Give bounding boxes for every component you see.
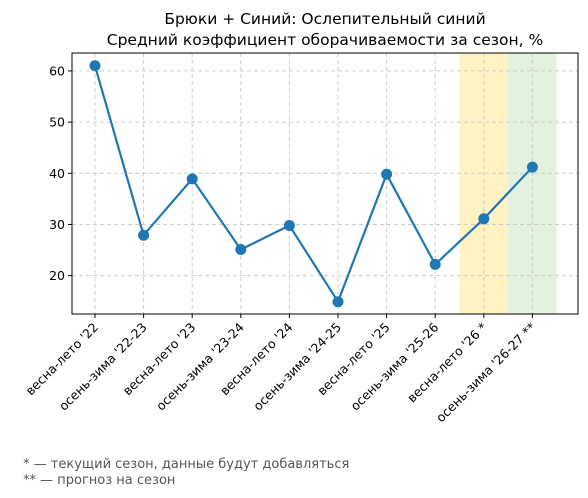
y-tick-label-0: 20: [49, 268, 65, 283]
data-point-5: [333, 296, 344, 307]
y-tick-label-3: 50: [49, 115, 65, 130]
data-point-1: [138, 230, 149, 241]
data-point-9: [527, 162, 538, 173]
chart-title: Брюки + Синий: Ослепительный синий: [164, 10, 485, 28]
x-tick-label-3: осень-зима '23-24: [153, 319, 247, 413]
y-tick-label-2: 40: [49, 166, 65, 181]
highlight-bands: [460, 53, 557, 314]
x-tick-label-7: осень-зима '25-26: [347, 319, 441, 413]
y-tick-label-1: 30: [49, 217, 65, 232]
data-point-3: [235, 244, 246, 255]
data-point-8: [478, 213, 489, 224]
data-point-2: [187, 173, 198, 184]
x-tick-label-5: осень-зима '24-25: [250, 320, 344, 414]
highlight-band-1: [508, 53, 557, 314]
y-tick-label-4: 60: [49, 63, 65, 78]
footnote-forecast: ** — прогноз на сезон: [23, 473, 175, 488]
highlight-band-0: [460, 53, 509, 314]
x-tick-label-9: осень-зима '26-27 **: [433, 320, 539, 426]
data-point-4: [284, 220, 295, 231]
footnote-current-season: * — текущий сезон, данные будут добавлят…: [23, 457, 349, 472]
data-point-6: [381, 169, 392, 180]
line-chart: Брюки + Синий: Ослепительный синий Средн…: [0, 0, 588, 450]
data-point-0: [90, 60, 101, 71]
data-point-7: [430, 259, 441, 270]
chart-subtitle: Средний коэффициент оборачиваемости за с…: [107, 31, 543, 49]
x-tick-label-1: осень-зима '22-23: [56, 320, 150, 414]
